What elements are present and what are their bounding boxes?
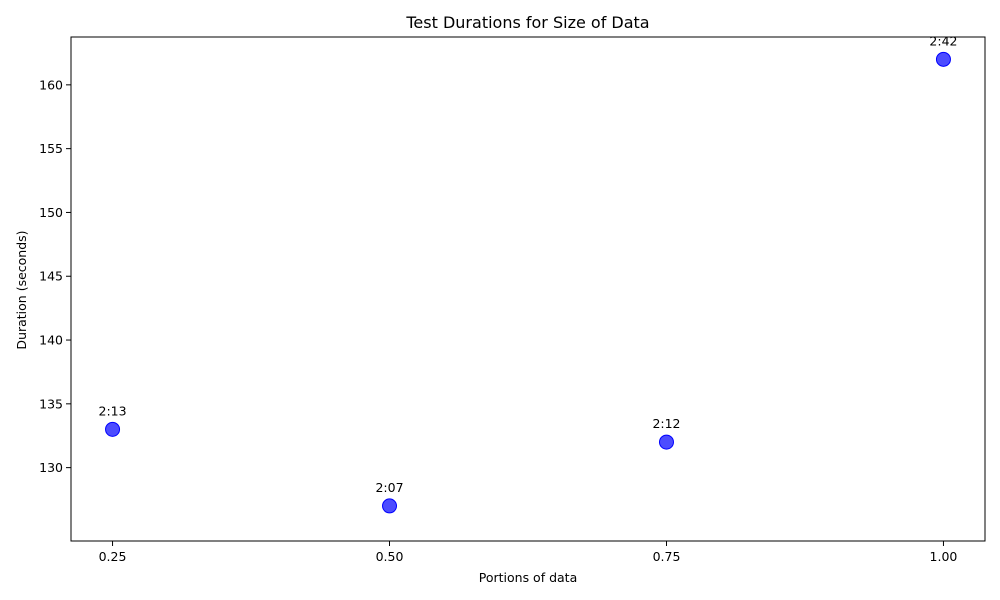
data-label: 2:13 [99,403,127,418]
y-tick-label: 150 [39,205,63,220]
data-point [382,498,398,514]
y-tick-label: 135 [39,396,63,411]
axes-frame [70,36,986,542]
x-tick-label: 1.00 [930,549,958,564]
data-point [105,421,121,437]
data-label: 2:42 [929,33,957,48]
data-point [658,434,674,450]
plot-area: 0.25 0.50 0.75 1.00 130 135 140 145 150 155 160 2:1… [39,33,986,564]
data-label: 2:12 [652,416,680,431]
y-tick-label: 140 [39,333,63,348]
y-tick-label: 145 [39,269,63,284]
x-axis-label: Portions of data [479,570,578,585]
x-tick-label: 0.75 [653,549,681,564]
data-point [935,51,951,67]
y-tick-label: 160 [39,77,63,92]
y-tick-label: 130 [39,460,63,475]
y-axis-label: Duration (seconds) [14,230,29,349]
x-tick-label: 0.25 [99,549,127,564]
chart-title: Test Durations for Size of Data [405,13,649,32]
data-label: 2:07 [375,480,403,495]
x-tick-label: 0.50 [376,549,404,564]
y-tick-label: 155 [39,141,63,156]
